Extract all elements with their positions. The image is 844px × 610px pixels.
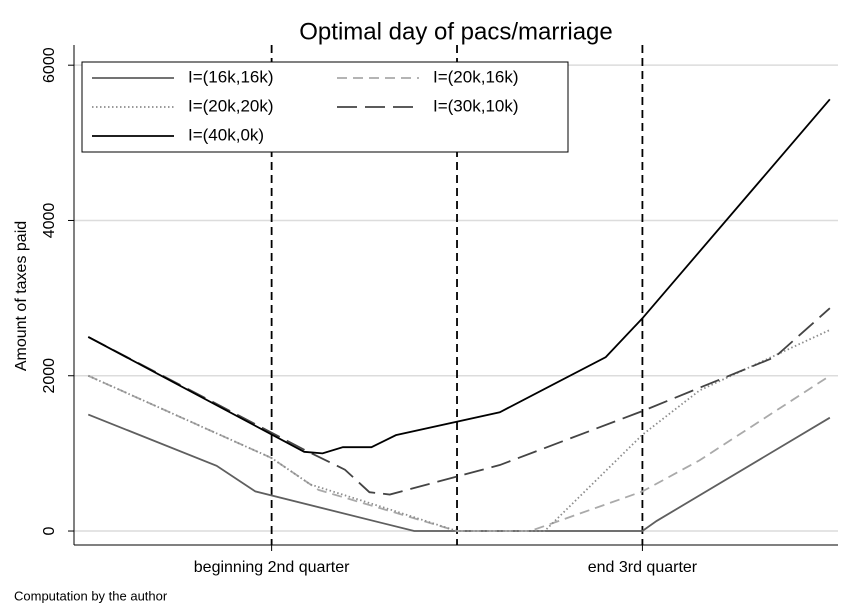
y-tick-label: 2000 (41, 358, 58, 394)
legend-label: I=(40k,0k) (188, 125, 264, 144)
series-line (87, 413, 831, 532)
y-tick-label: 6000 (41, 47, 58, 83)
series-line (87, 329, 831, 532)
x-tick-label: beginning 2nd quarter (194, 559, 350, 576)
legend-label: I=(16k,16k) (188, 67, 274, 86)
legend-label: I=(20k,16k) (433, 67, 519, 86)
y-axis-label: Amount of taxes paid (13, 221, 30, 371)
legend-label: I=(30k,10k) (433, 96, 519, 115)
series-line (87, 98, 831, 455)
series-line (87, 374, 831, 532)
note: Computation by the author (14, 588, 168, 603)
x-tick-label: end 3rd quarter (588, 559, 698, 576)
legend-label: I=(20k,20k) (188, 96, 274, 115)
legend: I=(16k,16k) I=(20k,16k) I=(20k,20k) I=(30k,… (81, 61, 569, 153)
series-line (87, 307, 831, 496)
y-tick-label: 0 (41, 526, 58, 535)
legend-box (81, 61, 569, 153)
y-tick-label: 4000 (41, 203, 58, 239)
chart-title: Optimal day of pacs/marriage (299, 18, 612, 45)
